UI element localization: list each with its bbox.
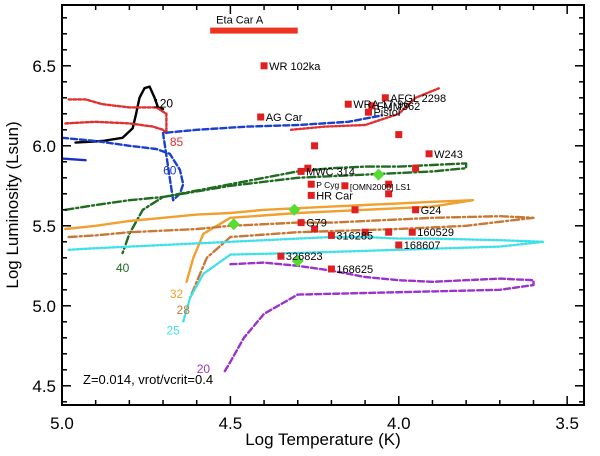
y-tick-label: 5.5 bbox=[32, 217, 56, 236]
star-marker bbox=[327, 265, 335, 273]
star-marker bbox=[260, 62, 268, 70]
star-label: G24 bbox=[421, 205, 442, 217]
y-tick-label: 4.5 bbox=[32, 377, 56, 396]
x-tick-label: 3.5 bbox=[555, 414, 579, 433]
star-label: 316285 bbox=[336, 230, 373, 242]
star-label: Pistol bbox=[373, 107, 400, 119]
star-marker bbox=[311, 225, 319, 233]
track-85 bbox=[64, 98, 168, 135]
track-85-track bbox=[289, 86, 441, 132]
star-label: WRA 17-96 bbox=[353, 99, 409, 111]
plot-frame bbox=[61, 4, 585, 406]
y-tick-label: 5.0 bbox=[32, 297, 56, 316]
x-tick-label: 4.5 bbox=[219, 414, 243, 433]
y-tick-label: 6.5 bbox=[32, 57, 56, 76]
x-axis-title: Log Temperature (K) bbox=[245, 430, 401, 449]
mass-label-40: 40 bbox=[116, 261, 130, 275]
mass-label-28: 28 bbox=[177, 303, 191, 317]
star-marker bbox=[257, 113, 265, 121]
star-marker bbox=[277, 252, 285, 260]
star-marker bbox=[307, 180, 315, 188]
star-marker bbox=[385, 190, 393, 198]
star-marker bbox=[297, 167, 305, 175]
star-marker bbox=[307, 191, 315, 199]
star-label: AFGL 2298 bbox=[390, 93, 446, 105]
star-label: 160529 bbox=[417, 227, 454, 239]
track-28 bbox=[67, 214, 535, 299]
ticks bbox=[61, 5, 584, 405]
diamond-marker bbox=[288, 203, 301, 216]
star-label: 326823 bbox=[286, 251, 323, 263]
star-marker bbox=[311, 142, 319, 150]
star-label: P Cyg bbox=[316, 180, 339, 190]
star-label: 168607 bbox=[404, 240, 441, 252]
mass-label-85: 85 bbox=[170, 135, 184, 149]
star-marker bbox=[361, 228, 369, 236]
mass-label-20: 20 bbox=[197, 362, 211, 376]
track-32 bbox=[64, 198, 475, 283]
track-120 bbox=[74, 85, 165, 144]
mass-label-120: 120 bbox=[153, 96, 173, 110]
diamond-marker bbox=[291, 255, 304, 267]
y-axis-title: Log Luminosity (Lsun) bbox=[3, 121, 22, 288]
eta-car-bar bbox=[210, 27, 298, 34]
mass-label-25: 25 bbox=[166, 324, 180, 338]
track-120-blue bbox=[62, 157, 87, 162]
track-25 bbox=[67, 235, 545, 323]
plot-area bbox=[62, 27, 545, 375]
x-tick-label: 5.0 bbox=[50, 414, 74, 433]
mass-label-32: 32 bbox=[170, 287, 184, 301]
star-label: WR 102ka bbox=[269, 61, 321, 73]
star-marker bbox=[395, 131, 403, 139]
eta-car-label: Eta Car A bbox=[216, 15, 264, 27]
diamond-marker bbox=[372, 168, 385, 181]
star-label: AG Car bbox=[266, 112, 303, 124]
model-annotation: Z=0.014, vrot/vcrit=0.4 bbox=[83, 372, 213, 387]
star-marker bbox=[385, 228, 393, 236]
star-marker bbox=[381, 94, 389, 102]
star-marker bbox=[344, 100, 352, 108]
star-label: W243 bbox=[434, 149, 463, 161]
star-marker bbox=[395, 241, 403, 249]
star-label: G79 bbox=[306, 218, 327, 230]
diamond-marker bbox=[227, 218, 240, 231]
star-marker bbox=[297, 219, 305, 227]
star-marker bbox=[304, 164, 312, 172]
star-label: 168625 bbox=[336, 264, 373, 276]
star-label: [OMN2000] LS1 bbox=[350, 182, 411, 192]
star-marker bbox=[341, 182, 349, 190]
mass-label-60: 60 bbox=[163, 164, 177, 178]
y-tick-label: 6.0 bbox=[32, 137, 56, 156]
star-marker bbox=[412, 164, 420, 172]
star-marker bbox=[368, 102, 376, 110]
star-marker bbox=[385, 180, 393, 188]
star-marker bbox=[327, 231, 335, 239]
star-label: HR Car bbox=[316, 190, 353, 202]
star-marker bbox=[425, 150, 433, 158]
x-tick-label: 4.0 bbox=[387, 414, 411, 433]
star-label: FMM362 bbox=[377, 101, 420, 113]
star-marker bbox=[351, 206, 359, 214]
star-label: MWC 314 bbox=[306, 166, 355, 178]
star-marker bbox=[408, 228, 416, 236]
star-marker bbox=[412, 206, 420, 214]
star-marker bbox=[364, 108, 372, 116]
